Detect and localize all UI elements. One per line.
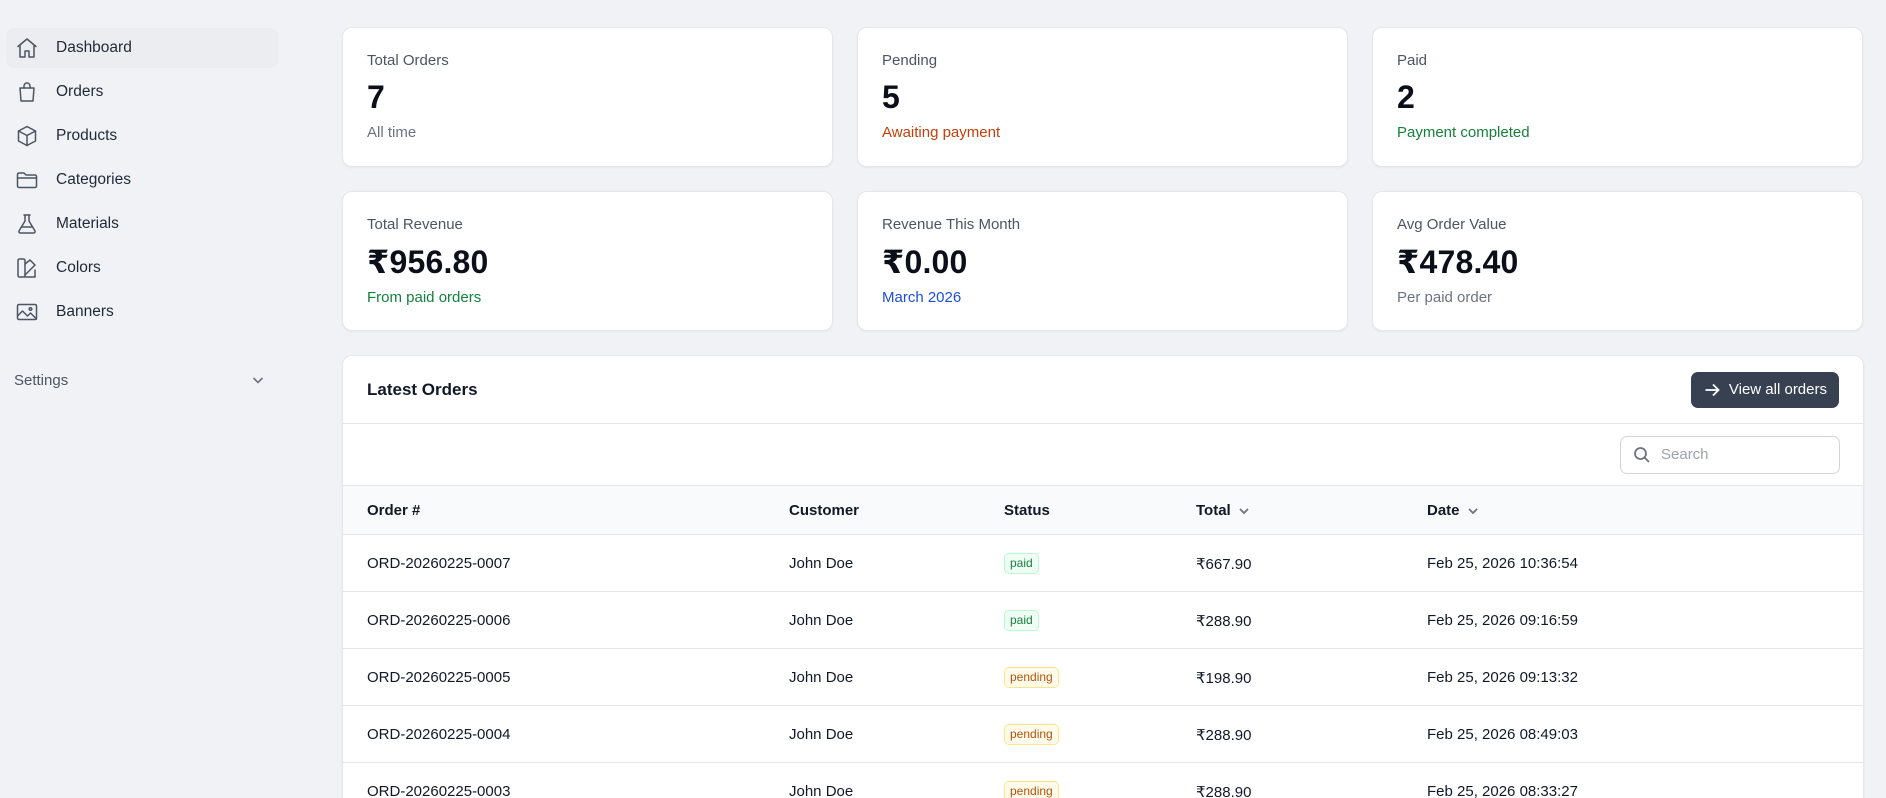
order-date: Feb 25, 2026 08:49:03 <box>1427 726 1578 743</box>
sidebar-item-label: Categories <box>56 171 131 188</box>
chevron-down-icon <box>252 377 264 384</box>
order-number: ORD-20260225-0003 <box>367 783 511 798</box>
order-total: ₹288.90 <box>1196 612 1252 630</box>
table-row[interactable]: ORD-20260225-0005 John Doe pending ₹198.… <box>343 649 1863 706</box>
stat-label: Total Revenue <box>367 216 463 233</box>
settings-toggle[interactable]: Settings <box>14 366 272 394</box>
stat-subtext: All time <box>367 124 417 141</box>
stat-label: Paid <box>1397 52 1428 69</box>
order-date: Feb 25, 2026 09:13:32 <box>1427 669 1578 686</box>
panel-header: Latest Orders View all orders <box>343 356 1863 424</box>
search-icon <box>1634 446 1650 463</box>
sidebar: Dashboard Orders Products Categories Mat… <box>0 0 282 798</box>
sidebar-item-products[interactable]: Products <box>6 116 278 156</box>
stat-subtext: March 2026 <box>882 289 962 306</box>
stat-value: 7 <box>367 79 385 115</box>
table-toolbar <box>343 424 1863 486</box>
stat-label: Avg Order Value <box>1397 216 1507 233</box>
latest-orders-panel: Latest Orders View all orders Order # Cu… <box>342 355 1864 798</box>
chevron-down-icon <box>1467 507 1478 514</box>
stat-subtext: Awaiting payment <box>882 124 1001 141</box>
status-badge: paid <box>1004 553 1039 574</box>
search-input[interactable] <box>1661 446 1821 463</box>
stat-card-avg-order-value: Avg Order Value ₹478.40 Per paid order <box>1372 191 1863 331</box>
sidebar-item-label: Banners <box>56 303 114 320</box>
folder-icon <box>14 167 40 193</box>
table-header: Order # Customer Status Total Date <box>343 486 1863 535</box>
customer-name: John Doe <box>789 783 854 798</box>
table-row[interactable]: ORD-20260225-0007 John Doe paid ₹667.90 … <box>343 535 1863 592</box>
sidebar-item-dashboard[interactable]: Dashboard <box>6 28 278 68</box>
home-icon <box>14 35 40 61</box>
sidebar-item-label: Materials <box>56 215 119 232</box>
sidebar-item-materials[interactable]: Materials <box>6 204 278 244</box>
order-number: ORD-20260225-0005 <box>367 669 511 686</box>
sidebar-item-label: Orders <box>56 83 104 100</box>
stat-value: ₹478.40 <box>1397 244 1519 280</box>
order-date: Feb 25, 2026 09:16:59 <box>1427 612 1578 629</box>
shopping-bag-icon <box>14 79 40 105</box>
cube-icon <box>14 123 40 149</box>
status-badge: pending <box>1004 781 1059 798</box>
stat-subtext: From paid orders <box>367 289 482 306</box>
sidebar-item-label: Products <box>56 127 118 144</box>
photo-icon <box>14 299 40 325</box>
column-header-customer: Customer <box>789 502 860 519</box>
stat-label: Revenue This Month <box>882 216 1021 233</box>
swatch-icon <box>14 255 40 281</box>
order-number: ORD-20260225-0007 <box>367 555 511 572</box>
stat-value: 5 <box>882 79 900 115</box>
column-header-order: Order # <box>367 502 421 519</box>
sidebar-item-label: Colors <box>56 259 101 276</box>
stat-value: ₹956.80 <box>367 244 489 280</box>
beaker-icon <box>14 211 40 237</box>
stat-card-revenue-this-month: Revenue This Month ₹0.00 March 2026 <box>857 191 1348 331</box>
sidebar-item-colors[interactable]: Colors <box>6 248 278 288</box>
order-total: ₹198.90 <box>1196 669 1252 687</box>
order-date: Feb 25, 2026 10:36:54 <box>1427 555 1578 572</box>
customer-name: John Doe <box>789 669 854 686</box>
stat-subtext: Payment completed <box>1397 124 1530 141</box>
sidebar-item-categories[interactable]: Categories <box>6 160 278 200</box>
column-header-date[interactable]: Date <box>1427 486 1480 535</box>
stat-subtext: Per paid order <box>1397 289 1493 306</box>
stat-value: 2 <box>1397 79 1415 115</box>
order-total: ₹288.90 <box>1196 726 1252 744</box>
customer-name: John Doe <box>789 555 854 572</box>
column-header-total[interactable]: Total <box>1196 486 1251 535</box>
table-row[interactable]: ORD-20260225-0003 John Doe pending ₹288.… <box>343 763 1863 798</box>
panel-title: Latest Orders <box>367 379 478 399</box>
arrow-right-icon <box>1705 383 1720 396</box>
customer-name: John Doe <box>789 612 854 629</box>
stat-label: Pending <box>882 52 938 69</box>
view-all-orders-label: View all orders <box>1728 381 1827 398</box>
sidebar-item-banners[interactable]: Banners <box>6 292 278 332</box>
status-badge: pending <box>1004 667 1059 688</box>
stat-label: Total Orders <box>367 52 449 69</box>
table-row[interactable]: ORD-20260225-0004 John Doe pending ₹288.… <box>343 706 1863 763</box>
order-number: ORD-20260225-0006 <box>367 612 511 629</box>
status-badge: pending <box>1004 724 1059 745</box>
settings-label: Settings <box>14 371 69 389</box>
stat-value: ₹0.00 <box>882 244 968 280</box>
order-date: Feb 25, 2026 08:33:27 <box>1427 783 1578 798</box>
search-box <box>1620 435 1840 474</box>
order-total: ₹667.90 <box>1196 555 1252 573</box>
sidebar-item-label: Dashboard <box>56 39 132 56</box>
stat-card-pending: Pending 5 Awaiting payment <box>857 27 1348 167</box>
stat-card-total-orders: Total Orders 7 All time <box>342 27 833 167</box>
stat-card-total-revenue: Total Revenue ₹956.80 From paid orders <box>342 191 833 331</box>
order-number: ORD-20260225-0004 <box>367 726 511 743</box>
table-row[interactable]: ORD-20260225-0006 John Doe paid ₹288.90 … <box>343 592 1863 649</box>
chevron-down-icon <box>1239 507 1249 514</box>
stat-card-paid: Paid 2 Payment completed <box>1372 27 1863 167</box>
status-badge: paid <box>1004 610 1039 631</box>
customer-name: John Doe <box>789 726 854 743</box>
column-header-status: Status <box>1004 502 1050 519</box>
view-all-orders-button[interactable]: View all orders <box>1690 371 1839 408</box>
order-total: ₹288.90 <box>1196 783 1252 798</box>
sidebar-item-orders[interactable]: Orders <box>6 72 278 112</box>
